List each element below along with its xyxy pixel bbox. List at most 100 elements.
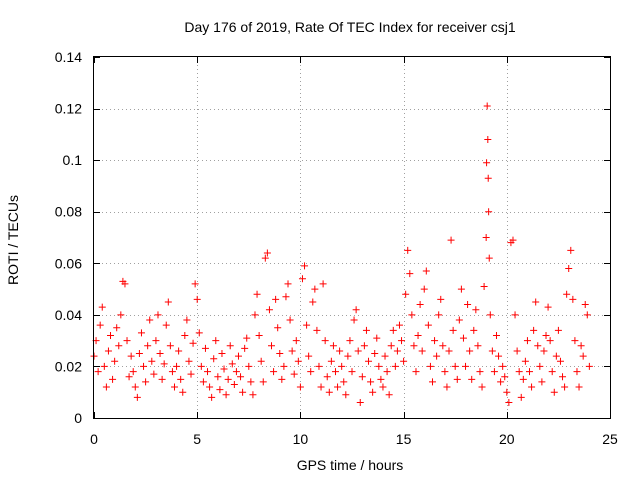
- data-point: [288, 347, 296, 355]
- data-point: [480, 282, 488, 290]
- data-point: [509, 236, 517, 244]
- data-point: [249, 391, 257, 399]
- data-point: [577, 342, 585, 350]
- data-point: [220, 365, 228, 373]
- data-point: [152, 337, 160, 345]
- data-point: [575, 383, 583, 391]
- data-point: [168, 368, 176, 376]
- data-point: [197, 362, 205, 370]
- data-point: [398, 337, 406, 345]
- data-point: [160, 360, 168, 368]
- data-point: [179, 388, 187, 396]
- data-point: [552, 352, 560, 360]
- x-axis-tick-labels: 0 5 10 15 20 25: [90, 431, 618, 447]
- data-point: [519, 375, 527, 383]
- data-point: [391, 362, 399, 370]
- data-point: [346, 337, 354, 345]
- data-point: [488, 347, 496, 355]
- data-point: [464, 301, 472, 309]
- data-point: [483, 102, 491, 110]
- data-point: [189, 339, 197, 347]
- data-point: [148, 357, 156, 365]
- data-point: [466, 347, 474, 355]
- data-point: [166, 342, 174, 350]
- data-point: [476, 368, 484, 376]
- data-point: [340, 378, 348, 386]
- data-point: [185, 357, 193, 365]
- data-point: [377, 375, 385, 383]
- data-point: [449, 326, 457, 334]
- data-point: [173, 362, 181, 370]
- data-point: [286, 316, 294, 324]
- data-point: [472, 306, 480, 314]
- data-point: [546, 337, 554, 345]
- data-point: [511, 311, 519, 319]
- data-point: [521, 357, 529, 365]
- data-point: [542, 331, 550, 339]
- data-point: [393, 347, 401, 355]
- data-point: [94, 368, 102, 376]
- data-point: [482, 234, 490, 241]
- data-point: [261, 254, 269, 262]
- data-point: [187, 370, 195, 378]
- data-point: [569, 295, 577, 303]
- data-point: [284, 280, 292, 288]
- data-point: [443, 383, 451, 391]
- data-point: [474, 342, 482, 350]
- data-point: [315, 362, 323, 370]
- data-point: [565, 264, 573, 272]
- data-point: [117, 311, 125, 319]
- data-point: [232, 368, 240, 376]
- data-point: [311, 285, 319, 293]
- data-point: [484, 174, 492, 182]
- data-point: [406, 270, 414, 278]
- data-point: [206, 383, 214, 391]
- x-tick-label: 20: [499, 431, 515, 447]
- data-point: [433, 352, 441, 360]
- data-point: [567, 246, 575, 254]
- data-point: [177, 375, 185, 383]
- data-point: [336, 347, 344, 355]
- data-point: [123, 337, 131, 345]
- data-point: [214, 373, 222, 381]
- data-point: [329, 342, 337, 350]
- data-point: [226, 342, 234, 350]
- grid-lines: [94, 57, 610, 418]
- data-point: [499, 362, 507, 370]
- data-point: [115, 342, 123, 350]
- data-point: [360, 342, 368, 350]
- data-point: [195, 329, 203, 337]
- data-point: [528, 383, 536, 391]
- data-point: [201, 344, 209, 352]
- data-point: [313, 326, 321, 334]
- data-point: [228, 360, 236, 368]
- data-point: [352, 306, 360, 314]
- data-point: [517, 393, 525, 401]
- data-point: [445, 347, 453, 355]
- data-point: [478, 383, 486, 391]
- data-point: [544, 303, 552, 311]
- data-point: [146, 316, 154, 324]
- x-tick-label: 10: [293, 431, 309, 447]
- data-point: [276, 350, 284, 358]
- axis-ticks: [94, 57, 611, 419]
- data-point: [259, 378, 267, 386]
- data-point: [107, 331, 115, 339]
- data-point: [307, 368, 315, 376]
- chart-title: Day 176 of 2019, Rate Of TEC Index for r…: [184, 19, 515, 35]
- data-point: [104, 347, 112, 355]
- data-point: [125, 373, 133, 381]
- data-point: [298, 275, 306, 283]
- data-point: [158, 375, 166, 383]
- data-point: [468, 375, 476, 383]
- data-point: [294, 357, 302, 365]
- data-point: [142, 378, 150, 386]
- y-tick-label: 0.1: [63, 152, 83, 168]
- data-point: [230, 380, 238, 388]
- x-tick-label: 0: [90, 431, 98, 447]
- data-point: [550, 388, 558, 396]
- data-point: [379, 383, 387, 391]
- data-point: [234, 352, 242, 360]
- data-point: [459, 334, 467, 342]
- x-tick-label: 15: [396, 431, 412, 447]
